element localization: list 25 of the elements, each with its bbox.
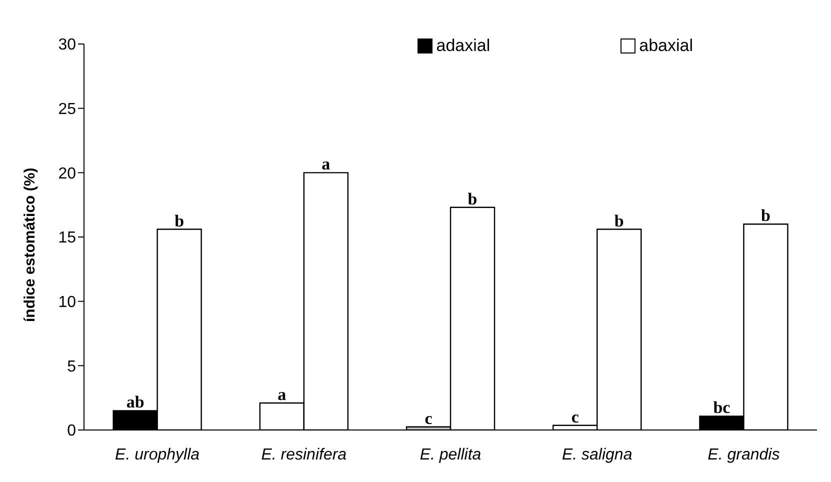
y-tick-label: 25 [58, 101, 76, 118]
data-label: c [571, 407, 580, 426]
data-label: b [468, 189, 478, 208]
legend-label: abaxial [638, 36, 693, 56]
y-tick-label: 30 [58, 36, 76, 54]
x-tick-label: E. saligna [562, 446, 632, 464]
x-tick-label: E. grandis [708, 446, 780, 464]
y-tick-label: 10 [58, 294, 76, 312]
data-label: ab [126, 392, 144, 412]
y-tick-label: 20 [58, 165, 76, 182]
data-label: a [322, 154, 331, 174]
x-tick-label: E. urophylla [115, 446, 200, 464]
y-tick-label: 15 [58, 230, 76, 247]
data-label: b [614, 211, 624, 230]
y-axis-title: índice estomático (%) [21, 168, 38, 322]
data-label: c [424, 408, 433, 428]
data-label: b [760, 206, 770, 226]
x-tick-label: E. pellita [420, 446, 482, 464]
legend-label: adaxial [435, 36, 490, 56]
data-label: bc [713, 398, 731, 418]
data-label: a [278, 384, 287, 404]
x-tick-label: E. resinifera [261, 446, 347, 464]
data-label: b [174, 211, 184, 230]
y-tick-label: 5 [67, 358, 76, 376]
y-tick-label: 0 [67, 422, 76, 440]
